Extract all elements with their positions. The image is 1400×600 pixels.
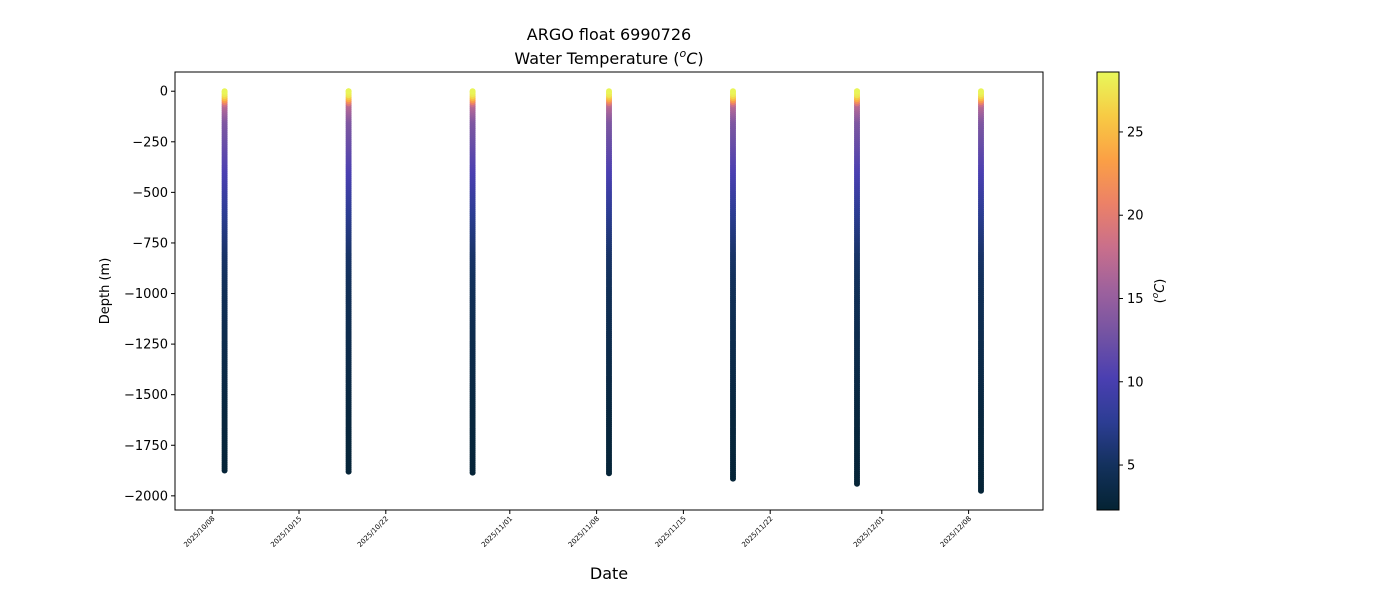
profile-point xyxy=(606,88,612,95)
x-axis-label: Date xyxy=(590,564,628,583)
chart-title: ARGO float 6990726 xyxy=(527,25,691,44)
x-tick-label: 2025/11/15 xyxy=(654,515,688,549)
profile-point xyxy=(221,88,228,95)
profile-point xyxy=(854,88,860,95)
y-tick-label: −1500 xyxy=(124,388,168,403)
profile-2025-11-29 xyxy=(854,88,860,487)
colorbar xyxy=(1096,71,1120,511)
profile-point xyxy=(730,88,736,95)
profile-2025-10-29 xyxy=(469,88,476,476)
y-tick-label: −500 xyxy=(132,186,168,201)
y-tick-label: −1750 xyxy=(124,439,168,454)
chart-subtitle-unit-letter: C xyxy=(686,49,698,68)
x-tick-label: 2025/11/01 xyxy=(480,515,514,549)
colorbar-tick-label: 20 xyxy=(1127,209,1144,224)
chart-subtitle: Water Temperature (oC) xyxy=(514,47,703,68)
y-tick-label: −250 xyxy=(132,135,168,150)
colorbar-axis: 5 10 15 20 25 xyxy=(1119,125,1144,474)
plot-marks xyxy=(221,88,984,494)
x-axis: 2025/10/08 2025/10/15 2025/10/22 2025/11/01… xyxy=(182,510,973,549)
colorbar-label-open: ( xyxy=(1153,298,1168,303)
y-axis: 0 −250 −500 −750 −1000 −1250 −1500 −1750 −2000 xyxy=(124,85,175,504)
colorbar-label: (oC) xyxy=(1151,279,1168,304)
colorbar-tick-label: 25 xyxy=(1127,125,1144,140)
x-tick-label: 2025/12/01 xyxy=(852,515,886,549)
y-axis-label: Depth (m) xyxy=(98,258,113,325)
profile-2025-11-19 xyxy=(730,88,736,482)
colorbar-tick-label: 10 xyxy=(1127,375,1144,390)
chart-subtitle-unit-sup: o xyxy=(679,47,686,60)
x-tick-label: 2025/11/08 xyxy=(567,515,601,549)
x-tick-label: 2025/12/08 xyxy=(939,515,973,549)
colorbar-tick-label: 15 xyxy=(1127,292,1144,307)
y-tick-label: 0 xyxy=(160,85,168,100)
y-tick-label: −2000 xyxy=(124,489,168,504)
x-tick-label: 2025/10/08 xyxy=(182,515,216,549)
colorbar-label-sup: o xyxy=(1151,292,1161,298)
profile-point xyxy=(345,88,352,95)
profile-point xyxy=(978,88,984,95)
chart-subtitle-prefix: Water Temperature ( xyxy=(514,49,679,68)
profile-2025-12-09 xyxy=(978,88,984,494)
colorbar-label-letter: C xyxy=(1153,283,1168,293)
x-tick-label: 2025/11/22 xyxy=(740,515,774,549)
profile-point xyxy=(469,88,476,95)
y-tick-label: −1250 xyxy=(124,338,168,353)
x-tick-label: 2025/10/15 xyxy=(269,515,303,549)
colorbar-tick-label: 5 xyxy=(1127,459,1135,474)
plot-area-frame xyxy=(174,71,1044,511)
y-tick-label: −750 xyxy=(132,236,168,251)
chart-subtitle-suffix: ) xyxy=(697,49,703,68)
y-tick-label: −1000 xyxy=(124,287,168,302)
colorbar-label-close: ) xyxy=(1153,279,1168,284)
profile-2025-11-09 xyxy=(606,88,612,477)
x-tick-label: 2025/10/22 xyxy=(356,515,390,549)
profile-2025-10-19 xyxy=(345,88,352,475)
profile-2025-10-09 xyxy=(221,88,228,474)
